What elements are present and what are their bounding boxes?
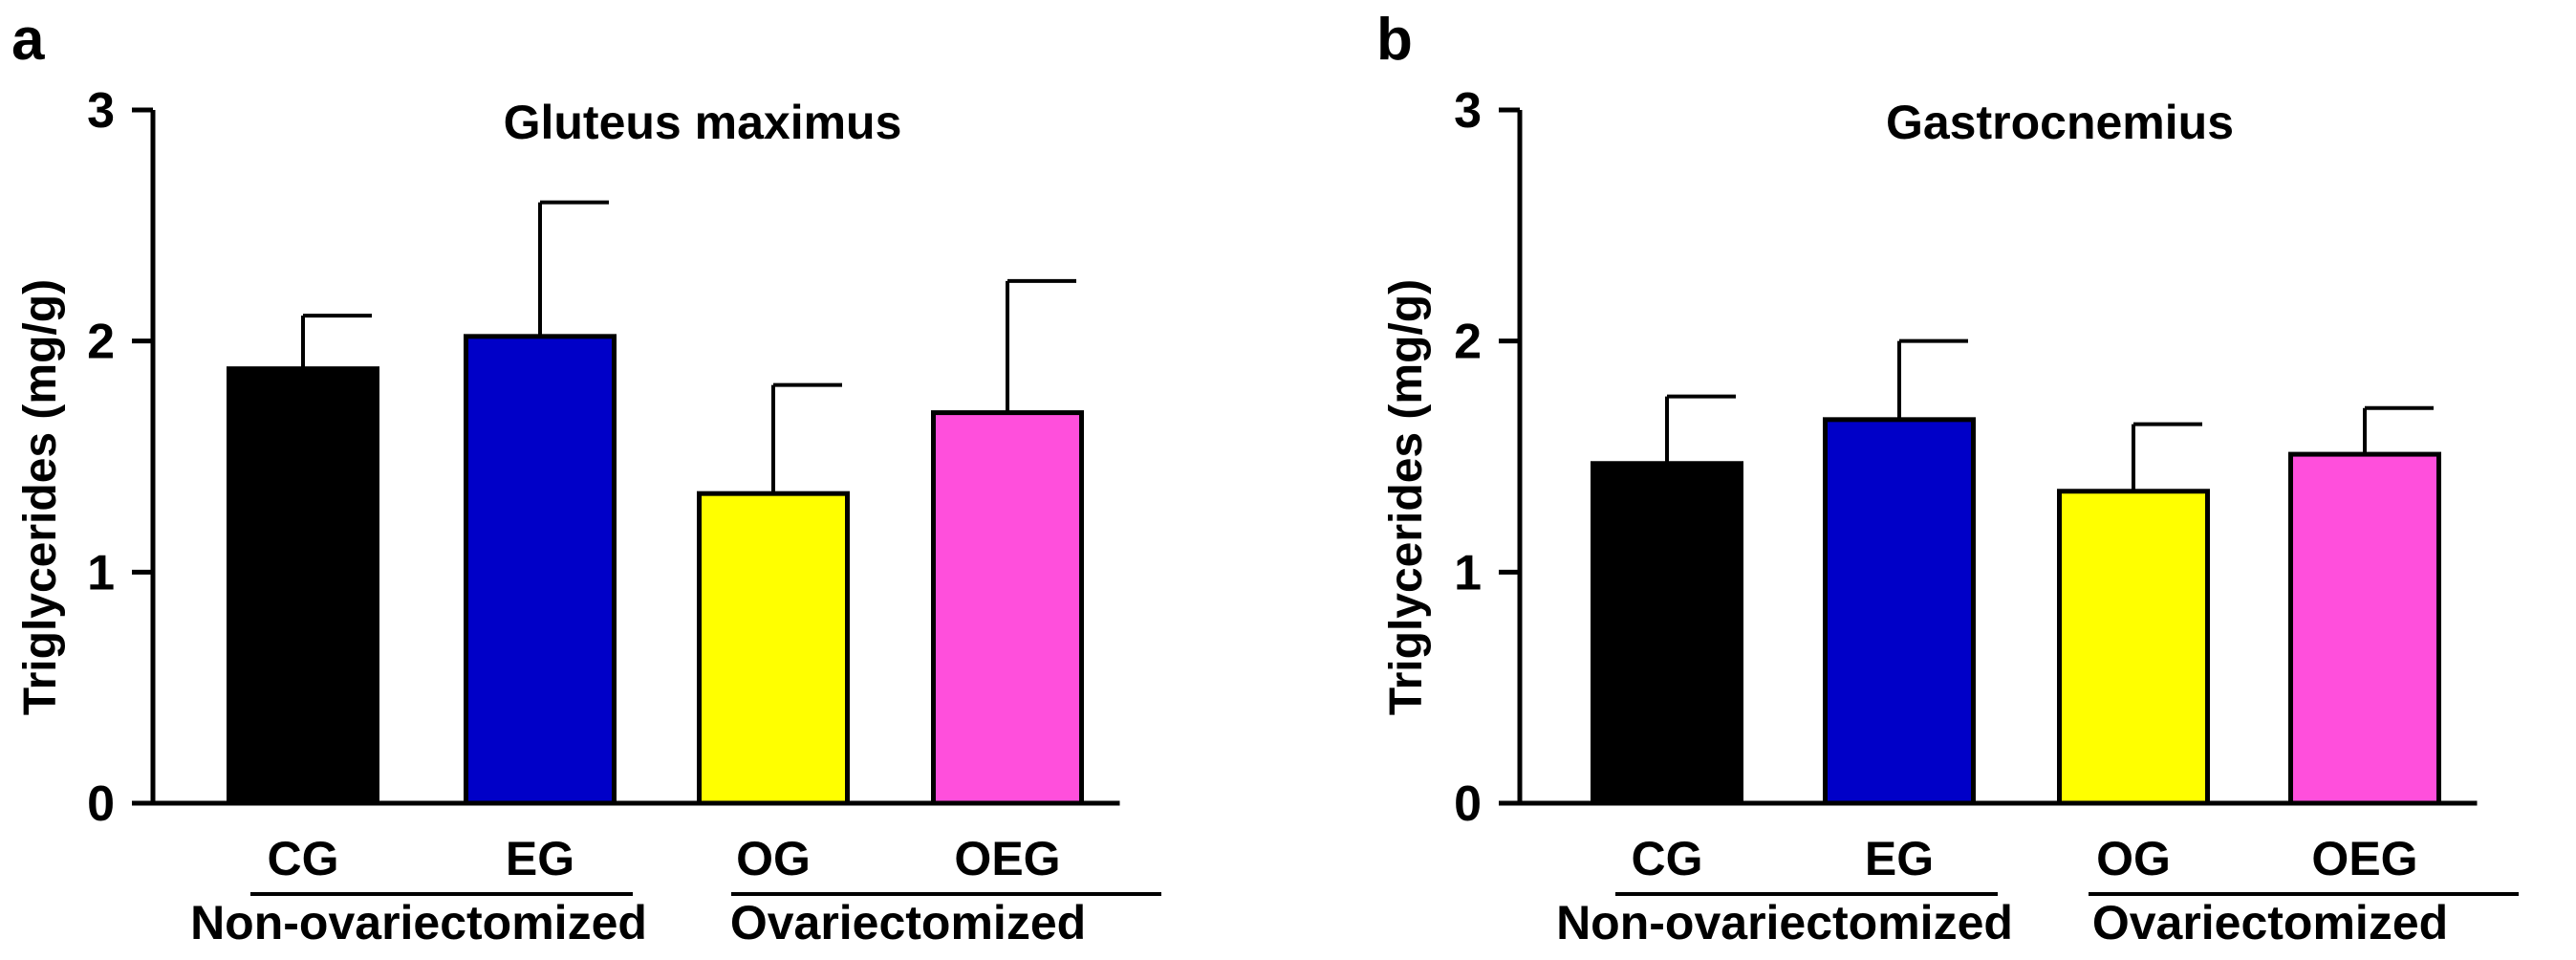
bar-eg — [1823, 417, 1976, 806]
x-tick-label-oeg: OEG — [954, 832, 1060, 885]
y-axis-label: Triglycerides (mg/g) — [1381, 279, 1432, 715]
y-axis-label: Triglycerides (mg/g) — [15, 279, 66, 715]
bar-cg — [227, 366, 379, 806]
x-tick-label-eg: EG — [506, 832, 574, 885]
y-tick-label: 2 — [87, 315, 115, 370]
y-tick-label: 0 — [87, 776, 115, 832]
group-label-non-ovariectomized: Non-ovariectomized — [190, 896, 647, 949]
x-tick-label-og: OG — [2096, 832, 2171, 885]
x-tick-label-oeg: OEG — [2311, 832, 2417, 885]
x-tick-label-eg: EG — [1865, 832, 1934, 885]
group-label-ovariectomized: Ovariectomized — [2092, 896, 2448, 949]
y-tick-label: 1 — [1454, 545, 1482, 600]
chart-panel-a: a Gluteus maximus Triglycerides (mg/g) 0 1 2 3… — [11, 7, 1161, 949]
bar-og — [697, 491, 850, 806]
bar-oeg — [931, 410, 1084, 806]
bar-cg — [1591, 461, 1743, 806]
x-tick-label-og: OG — [736, 832, 811, 885]
panel-letter: b — [1376, 7, 1413, 73]
bar-oeg — [2288, 451, 2441, 806]
y-tick-label: 3 — [87, 83, 115, 139]
panel-letter: a — [11, 7, 45, 73]
y-tick-label: 0 — [1454, 776, 1482, 832]
group-label-ovariectomized: Ovariectomized — [730, 896, 1086, 949]
y-tick-label: 3 — [1454, 83, 1482, 139]
bar-og — [2057, 489, 2210, 806]
x-tick-label-cg: CG — [268, 832, 339, 885]
chart-panel-b: b Gastrocnemius Triglycerides (mg/g) 0 1 2 3 CG… — [1376, 7, 2519, 949]
chart-title: Gluteus maximus — [504, 96, 902, 149]
bar-eg — [464, 334, 617, 806]
y-tick-label: 2 — [1454, 315, 1482, 370]
y-tick-label: 1 — [87, 545, 115, 600]
x-tick-label-cg: CG — [1632, 832, 1703, 885]
chart-title: Gastrocnemius — [1886, 96, 2234, 149]
group-label-non-ovariectomized: Non-ovariectomized — [1556, 896, 2013, 949]
